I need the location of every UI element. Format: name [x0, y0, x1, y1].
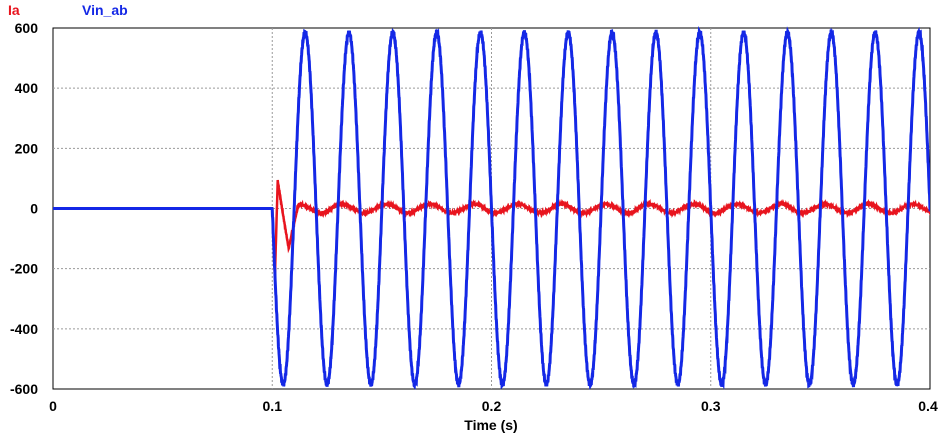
legend-entry-vin-ab: Vin_ab: [82, 2, 128, 18]
legend: Ia Vin_ab: [8, 2, 128, 18]
y-tick-label: -400: [10, 321, 38, 337]
x-tick-label: 0.2: [482, 398, 502, 414]
legend-entry-ia: Ia: [8, 2, 20, 18]
x-axis-label: Time (s): [464, 417, 517, 433]
series-layer: [53, 26, 930, 390]
x-tick-label: 0: [49, 398, 57, 414]
x-tick-label: 0.1: [263, 398, 283, 414]
y-tick-label: 0: [30, 201, 38, 217]
y-tick-label: 200: [15, 140, 39, 156]
series-line-vin-ab: [53, 26, 930, 390]
y-tick-label: 600: [15, 20, 39, 36]
axis-ticks: 600 400 200 0 -200 -400 -600 0 0.1 0.2 0.3 0.4: [10, 20, 938, 414]
x-tick-label: 0.4: [918, 398, 938, 414]
x-tick-label: 0.3: [701, 398, 721, 414]
y-tick-label: 400: [15, 80, 39, 96]
y-tick-label: -200: [10, 261, 38, 277]
y-tick-label: -600: [10, 381, 38, 397]
